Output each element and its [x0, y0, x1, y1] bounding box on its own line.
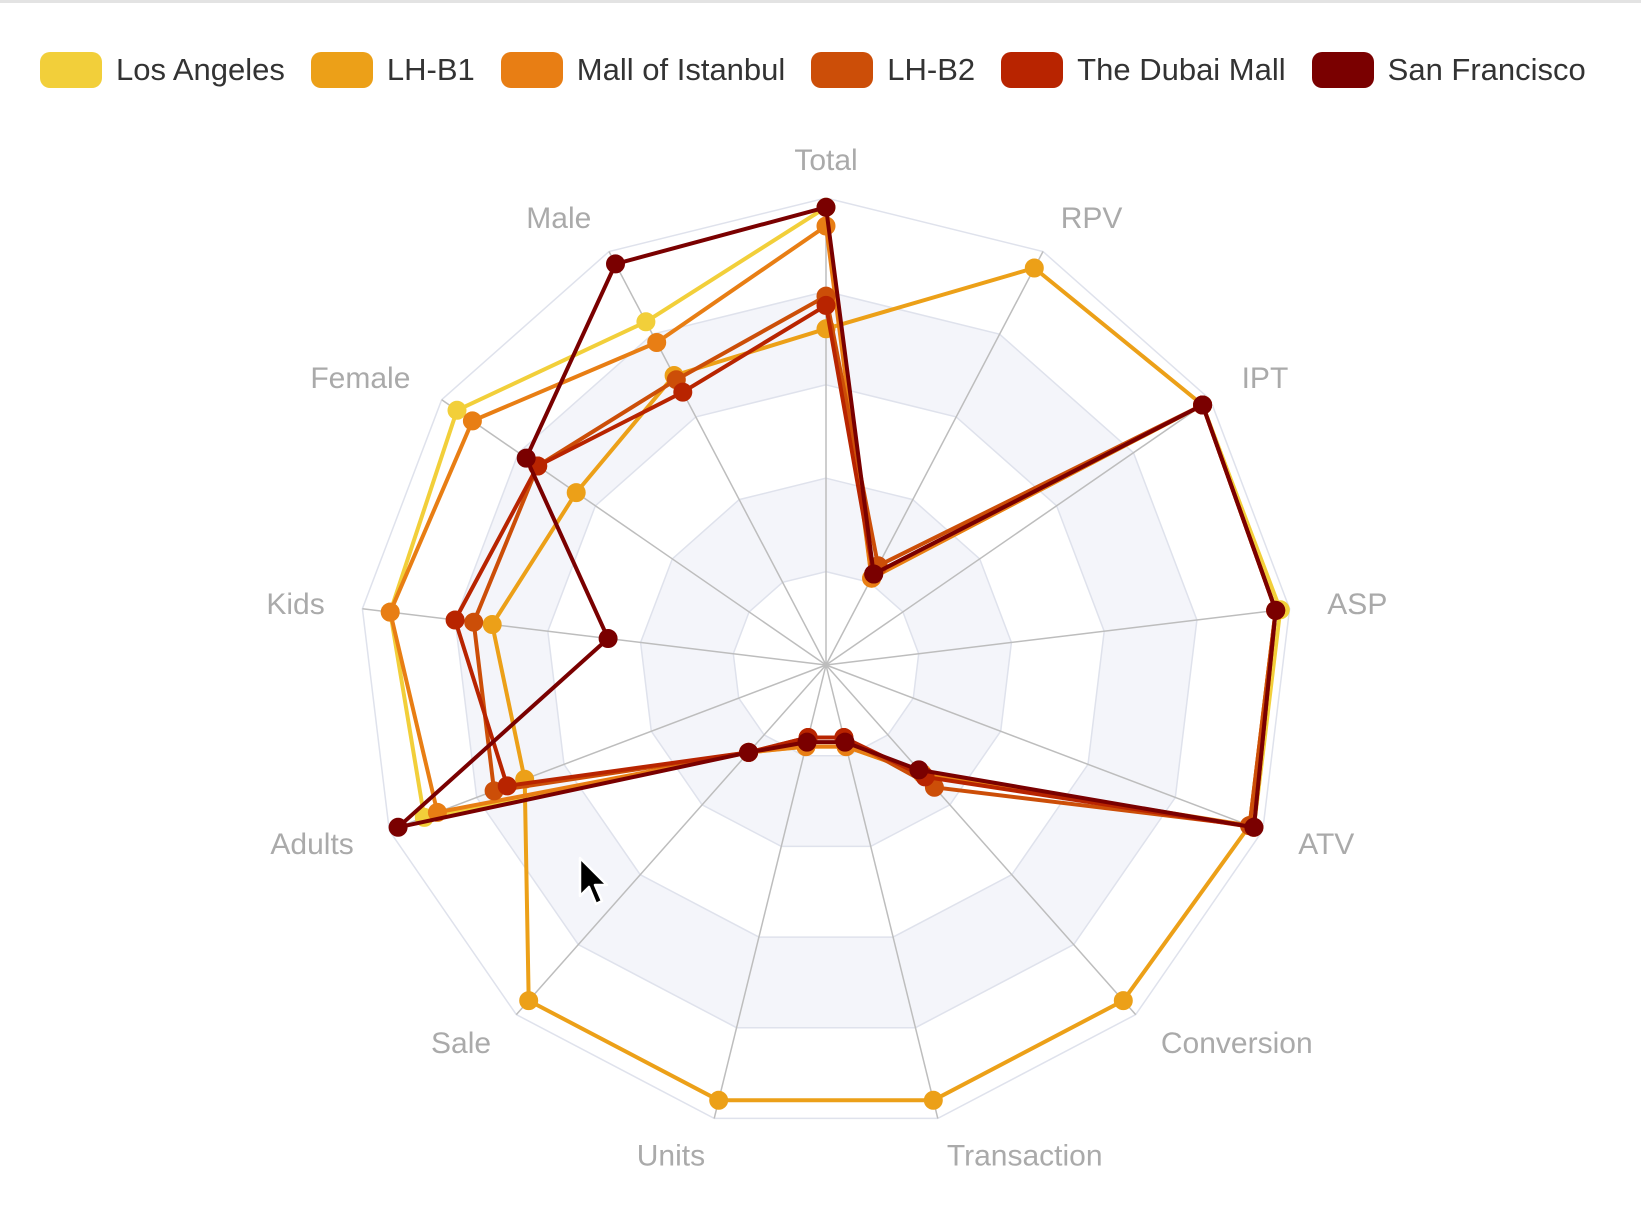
legend-item-lh-b1[interactable]: LH-B1: [310, 52, 475, 88]
axis-line-female: [441, 399, 827, 666]
data-point-san-francisco-units: [797, 732, 817, 752]
legend-swatch: [1311, 52, 1374, 88]
grid-ring-2: [639, 477, 1013, 848]
data-point-the-dubai-mall-male: [673, 382, 693, 402]
data-point-lh-b1-rpv: [1024, 258, 1044, 278]
legend-item-los-angeles[interactable]: Los Angeles: [40, 52, 285, 88]
axis-label-total: Total: [794, 144, 857, 177]
data-point-lh-b1-units: [709, 1090, 729, 1110]
data-point-san-francisco-rpv: [864, 564, 884, 584]
axis-line-conversion: [825, 664, 1137, 1016]
data-point-lh-b1-conversion: [1113, 991, 1133, 1011]
legend-label: San Francisco: [1387, 52, 1586, 87]
axis-line-rpv: [825, 251, 1044, 666]
axis-line-sale: [515, 664, 827, 1016]
data-point-los-angeles-male: [636, 312, 656, 332]
data-point-san-francisco-total: [816, 197, 836, 217]
series-line-san-francisco: [396, 205, 1278, 830]
legend-swatch: [310, 52, 373, 88]
data-point-san-francisco-sale: [739, 742, 759, 762]
grid-ring-3: [547, 384, 1105, 938]
legend-item-the-dubai-mall[interactable]: The Dubai Mall: [1001, 52, 1286, 88]
axis-line-kids: [362, 607, 827, 666]
data-point-san-francisco-kids: [598, 629, 618, 648]
legend-swatch: [40, 52, 102, 88]
axis-label-male: Male: [526, 202, 591, 235]
legend-item-mall-of-istanbul[interactable]: Mall of Istanbul: [500, 52, 786, 88]
data-point-mall-of-istanbul-male: [647, 333, 667, 352]
legend-swatch: [811, 52, 874, 88]
axis-line-atv: [825, 664, 1263, 832]
axis-label-kids: Kids: [266, 588, 324, 621]
grid-ring-5: [361, 197, 1291, 1120]
chart-legend: Los Angeles LH-B1 Mall of Istanbul LH-B2 The…: [40, 48, 1631, 92]
legend-swatch: [500, 52, 563, 88]
data-point-san-francisco-adults: [388, 817, 408, 837]
legend-label: Mall of Istanbul: [576, 52, 786, 87]
top-border: [0, 0, 1641, 3]
axis-line-adults: [389, 664, 827, 832]
axis-label-conversion: Conversion: [1161, 1027, 1313, 1060]
data-point-lh-b1-kids: [482, 615, 502, 634]
legend-item-lh-b2[interactable]: LH-B2: [811, 52, 975, 88]
legend-label: Los Angeles: [116, 52, 285, 87]
legend-label: LH-B2: [887, 52, 976, 87]
legend-item-san-francisco[interactable]: San Francisco: [1311, 52, 1586, 88]
data-point-san-francisco-female: [516, 448, 536, 468]
axis-label-transaction: Transaction: [947, 1139, 1103, 1172]
data-point-san-francisco-asp: [1266, 600, 1286, 620]
grid-ring-1: [732, 570, 920, 757]
data-point-san-francisco-ipt: [1193, 395, 1213, 415]
axis-label-rpv: RPV: [1061, 202, 1123, 235]
data-point-the-dubai-mall-adults: [497, 776, 517, 796]
legend-swatch: [1001, 52, 1064, 88]
data-point-san-francisco-male: [606, 254, 625, 274]
axis-label-ipt: IPT: [1242, 362, 1289, 395]
axis-label-asp: ASP: [1327, 588, 1387, 621]
axis-label-adults: Adults: [270, 828, 353, 861]
axis-label-sale: Sale: [431, 1027, 491, 1060]
legend-label: LH-B1: [386, 52, 475, 87]
axis-line-ipt: [825, 399, 1211, 666]
axis-label-female: Female: [310, 362, 410, 395]
axis-line-asp: [825, 607, 1290, 666]
data-point-mall-of-istanbul-female: [462, 411, 482, 431]
mouse-pointer-icon: [578, 856, 614, 910]
axis-label-units: Units: [637, 1139, 705, 1172]
data-point-lh-b2-kids: [464, 612, 484, 632]
data-point-los-angeles-female: [447, 400, 467, 420]
data-point-san-francisco-transaction: [835, 732, 855, 752]
data-point-mall-of-istanbul-kids: [380, 602, 400, 622]
data-point-lh-b1-sale: [519, 991, 539, 1011]
data-point-the-dubai-mall-total: [816, 295, 836, 315]
data-point-san-francisco-conversion: [909, 760, 929, 780]
legend-label: The Dubai Mall: [1077, 52, 1286, 87]
grid-ring-4: [454, 290, 1198, 1029]
data-point-lh-b1-female: [566, 483, 586, 503]
data-point-lh-b1-transaction: [923, 1090, 943, 1110]
axis-label-atv: ATV: [1298, 828, 1354, 861]
data-point-the-dubai-mall-kids: [445, 610, 465, 630]
data-point-san-francisco-atv: [1244, 817, 1264, 837]
